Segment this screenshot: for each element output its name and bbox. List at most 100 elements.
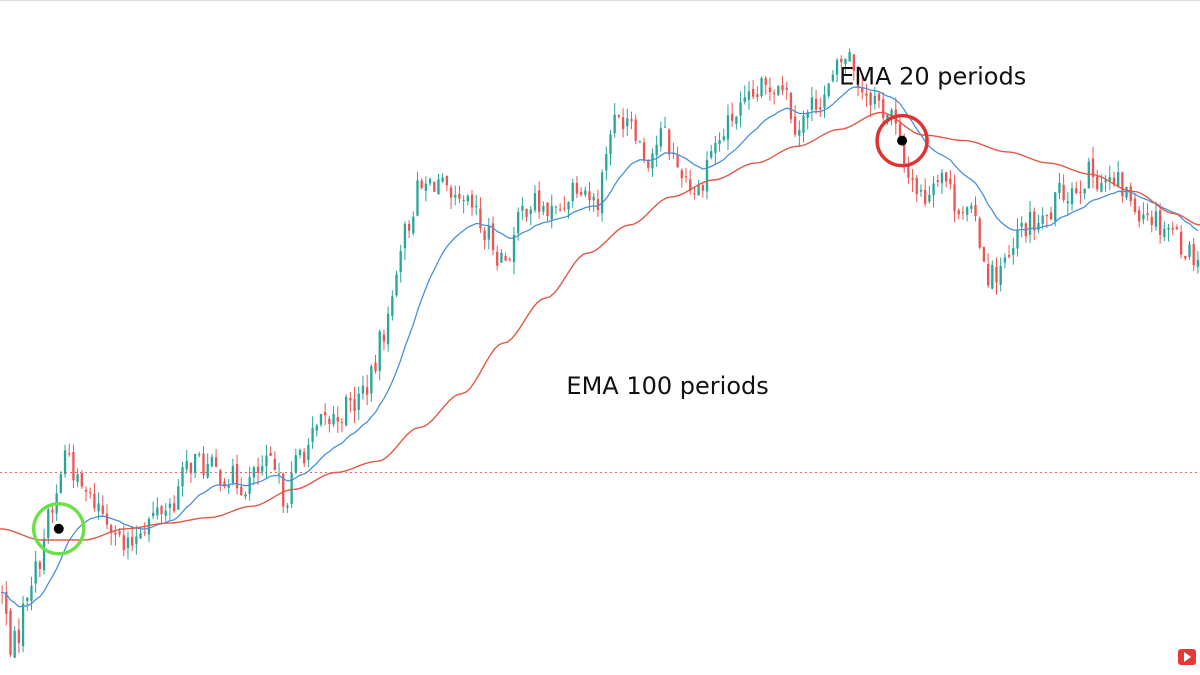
candle-body	[290, 472, 293, 504]
candle	[26, 597, 29, 611]
candle-body	[869, 92, 872, 106]
candle-body	[231, 466, 235, 484]
candle	[13, 626, 16, 659]
candle-body	[110, 525, 113, 533]
candle	[529, 205, 532, 226]
candle	[760, 76, 763, 99]
candle-body	[126, 537, 130, 549]
candle-body	[1075, 188, 1078, 193]
candle-body	[1117, 172, 1120, 187]
candle	[34, 550, 37, 593]
candle	[974, 196, 977, 222]
candle-body	[118, 531, 121, 535]
candle-body	[563, 207, 566, 209]
candle	[743, 85, 746, 105]
candle	[340, 417, 344, 433]
candle	[1066, 192, 1069, 215]
candle-body	[122, 535, 125, 550]
candle	[101, 495, 104, 518]
candle	[1184, 255, 1187, 261]
candle	[1146, 203, 1149, 221]
candle-body	[588, 191, 591, 201]
candle	[298, 448, 302, 459]
candle-body	[361, 385, 365, 394]
candle-body	[898, 123, 902, 142]
candle-body	[613, 114, 616, 134]
candle	[999, 257, 1002, 292]
candle-body	[961, 211, 965, 213]
candle	[235, 454, 239, 495]
candle-body	[206, 463, 209, 478]
candle-body	[1104, 180, 1107, 183]
candle	[38, 560, 42, 578]
candle-body	[428, 179, 432, 184]
candle-body	[458, 193, 461, 199]
candle-body	[311, 427, 314, 442]
candle	[1125, 186, 1128, 201]
candle	[59, 471, 62, 494]
candle	[479, 197, 482, 234]
candle-body	[965, 207, 969, 215]
candle	[747, 81, 751, 110]
candle	[659, 121, 662, 152]
candle	[1167, 223, 1170, 242]
candle	[428, 177, 432, 187]
candle-body	[903, 142, 906, 167]
candle	[160, 504, 163, 525]
candle-body	[462, 199, 465, 202]
candle	[915, 174, 918, 203]
candle-body	[772, 93, 776, 95]
candle-body	[777, 86, 780, 95]
candle-body	[416, 180, 419, 216]
candle	[672, 142, 675, 159]
candle-body	[1037, 222, 1040, 230]
candle-body	[1070, 188, 1074, 205]
candle-body	[412, 216, 415, 234]
candle-body	[638, 141, 642, 143]
candle	[856, 65, 860, 97]
candle	[403, 221, 407, 261]
candle-body	[626, 118, 629, 127]
candle	[676, 146, 679, 168]
candle	[554, 205, 558, 215]
candle-body	[634, 119, 637, 141]
candle-body	[340, 422, 344, 424]
candle-body	[928, 194, 931, 202]
candle-body	[1125, 187, 1128, 198]
candle	[454, 185, 457, 206]
candle-body	[663, 126, 667, 128]
candle	[1096, 169, 1099, 192]
candle-body	[105, 513, 109, 525]
candle-body	[907, 163, 910, 178]
candle	[416, 171, 419, 217]
candle-body	[689, 179, 692, 192]
candle	[349, 391, 352, 413]
candle-body	[9, 610, 12, 655]
candle	[613, 102, 616, 138]
candle	[1104, 175, 1107, 192]
candle	[315, 423, 318, 437]
candle-body	[697, 184, 700, 196]
candle	[668, 128, 671, 161]
candle-body	[261, 466, 264, 472]
candle	[961, 206, 965, 220]
candle	[680, 168, 683, 188]
candle	[412, 211, 415, 236]
candle-body	[378, 331, 381, 372]
candle	[605, 146, 608, 181]
candle	[286, 503, 289, 513]
candle	[445, 175, 449, 191]
candle-body	[995, 266, 998, 283]
candle-body	[936, 180, 939, 182]
candle-body	[1028, 211, 1032, 235]
candle-body	[193, 453, 197, 473]
candle	[156, 497, 159, 520]
candle	[17, 618, 21, 654]
bearish-crossover-ring	[875, 113, 929, 168]
candle-body	[651, 153, 654, 169]
candle-body	[38, 562, 42, 569]
candle	[579, 187, 583, 197]
candle-body	[1049, 212, 1053, 220]
candle	[202, 446, 205, 479]
candle-body	[785, 87, 788, 90]
